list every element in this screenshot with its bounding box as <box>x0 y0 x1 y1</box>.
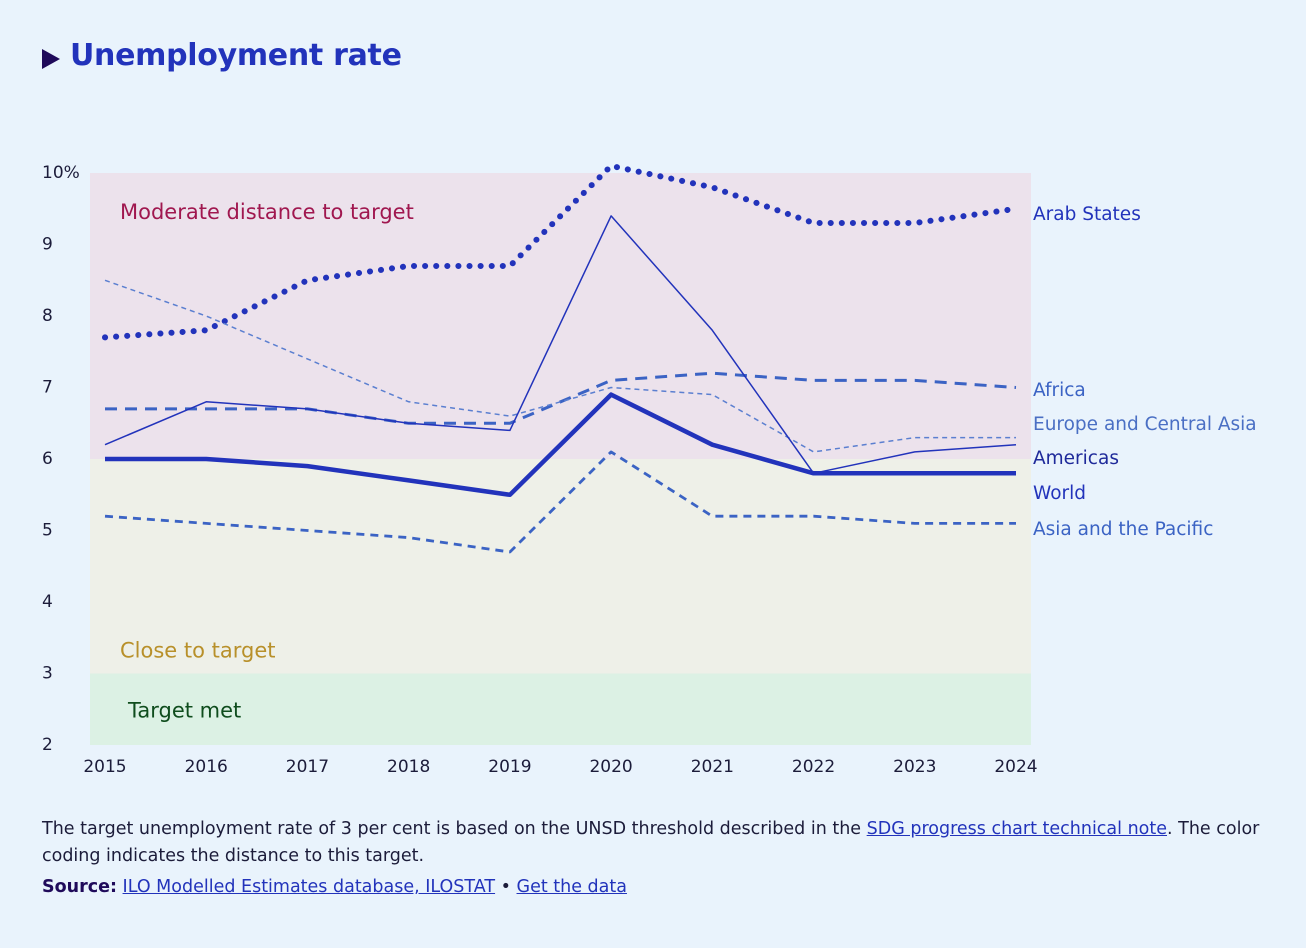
note-text-before: The target unemployment rate of 3 per ce… <box>42 819 867 839</box>
band-label-close-to-target: Close to target <box>120 639 276 663</box>
series-label-americas: Americas <box>1033 448 1119 469</box>
x-tick-label: 2019 <box>488 757 531 777</box>
source-line: Source: ILO Modelled Estimates database,… <box>42 877 627 897</box>
x-tick-label: 2024 <box>994 757 1037 777</box>
band-close-to-target <box>90 459 1031 674</box>
chart-title: Unemployment rate <box>70 38 402 73</box>
band-label-moderate-distance-to-target: Moderate distance to target <box>120 200 414 224</box>
x-tick-label: 2021 <box>691 757 734 777</box>
x-tick-label: 2023 <box>893 757 936 777</box>
series-line-world <box>105 392 1016 498</box>
series-line-africa <box>105 371 1017 425</box>
x-tick-label: 2017 <box>286 757 329 777</box>
source-separator: • <box>495 877 517 897</box>
line-chart: Target met Close to target Moderate distan… <box>42 162 1257 777</box>
ilostat-link[interactable]: ILO Modelled Estimates database, ILOSTAT <box>122 877 496 897</box>
technical-note-link[interactable]: SDG progress chart technical note <box>866 819 1168 839</box>
y-tick-label: 2 <box>42 735 53 755</box>
y-tick-label: 7 <box>42 378 53 398</box>
y-tick-label: 10% <box>42 163 80 183</box>
note-text-after: . The color coding indicates the distanc… <box>42 819 1260 866</box>
triangle-icon <box>42 48 60 69</box>
chart-header: Unemployment rate <box>42 38 402 73</box>
series-line-europe-and-central-asia <box>104 279 1016 453</box>
chart-note: The target unemployment rate of 3 per ce… <box>42 816 1272 870</box>
y-tick-label: 3 <box>42 664 53 684</box>
y-tick-label: 8 <box>42 306 53 326</box>
series-line-arab-states <box>102 162 1019 341</box>
x-tick-label: 2015 <box>83 757 126 777</box>
band-target-met <box>90 673 1031 745</box>
series-label-world: World <box>1033 483 1086 504</box>
y-tick-label: 9 <box>42 235 53 255</box>
source-label: Source: <box>42 877 117 897</box>
series-label-europe-and-central-asia: Europe and Central Asia <box>1033 414 1257 435</box>
series-label-arab-states: Arab States <box>1033 204 1141 225</box>
series-label-asia-and-the-pacific: Asia and the Pacific <box>1033 519 1213 540</box>
series-label-africa: Africa <box>1033 380 1086 401</box>
x-tick-label: 2018 <box>387 757 430 777</box>
y-tick-label: 6 <box>42 449 53 469</box>
x-tick-label: 2022 <box>792 757 835 777</box>
x-tick-label: 2020 <box>589 757 632 777</box>
band-label-target-met: Target met <box>127 698 241 722</box>
y-tick-label: 5 <box>42 521 53 541</box>
y-tick-label: 4 <box>42 592 53 612</box>
series-line-americas <box>104 215 1017 475</box>
series-line-asia-and-the-pacific <box>104 450 1016 554</box>
x-tick-label: 2016 <box>185 757 228 777</box>
get-data-link[interactable]: Get the data <box>516 877 627 897</box>
